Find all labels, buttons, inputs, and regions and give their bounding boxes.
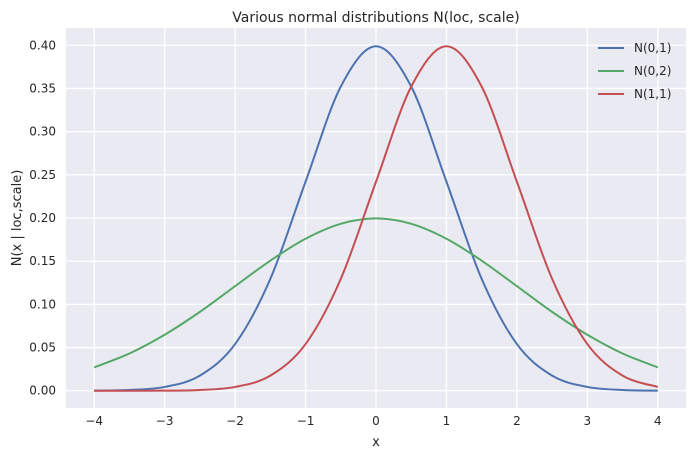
x-tick-label: −4 bbox=[85, 414, 103, 428]
x-axis-label: x bbox=[372, 435, 380, 450]
y-tick-label: 0.30 bbox=[29, 125, 56, 139]
series-line-2 bbox=[93, 217, 659, 369]
x-tick-labels: −4 −3 −2 −1 0 1 2 3 4 bbox=[85, 414, 661, 428]
x-tick-label: 3 bbox=[584, 414, 592, 428]
y-tick-labels: 0.00 0.05 0.10 0.15 0.20 0.25 0.30 0.35 0.40 bbox=[29, 38, 56, 397]
y-tick-label: 0.25 bbox=[29, 168, 56, 182]
chart-title: Various normal distributions N(loc, scal… bbox=[232, 10, 519, 26]
y-tick-label: 0.15 bbox=[29, 254, 56, 268]
y-tick-label: 0.40 bbox=[29, 38, 56, 52]
x-tick-label: −2 bbox=[226, 414, 244, 428]
legend: N(0,1) N(0,2) N(1,1) bbox=[598, 41, 671, 101]
series-line-3 bbox=[94, 45, 659, 392]
y-tick-label: 0.00 bbox=[29, 384, 56, 398]
y-tick-label: 0.20 bbox=[29, 211, 56, 225]
series-lines bbox=[93, 45, 659, 392]
y-tick-label: 0.35 bbox=[29, 81, 56, 95]
legend-label: N(0,1) bbox=[634, 41, 671, 55]
x-tick-label: −3 bbox=[156, 414, 174, 428]
y-tick-label: 0.05 bbox=[29, 341, 56, 355]
x-tick-label: 4 bbox=[654, 414, 662, 428]
y-axis-label: N(x | loc,scale) bbox=[10, 170, 25, 267]
x-tick-label: −1 bbox=[297, 414, 315, 428]
series-line-1 bbox=[94, 45, 658, 392]
x-tick-label: 0 bbox=[372, 414, 380, 428]
x-tick-label: 2 bbox=[513, 414, 521, 428]
legend-label: N(1,1) bbox=[634, 87, 671, 101]
x-tick-label: 1 bbox=[443, 414, 451, 428]
legend-label: N(0,2) bbox=[634, 64, 671, 78]
y-tick-label: 0.10 bbox=[29, 297, 56, 311]
